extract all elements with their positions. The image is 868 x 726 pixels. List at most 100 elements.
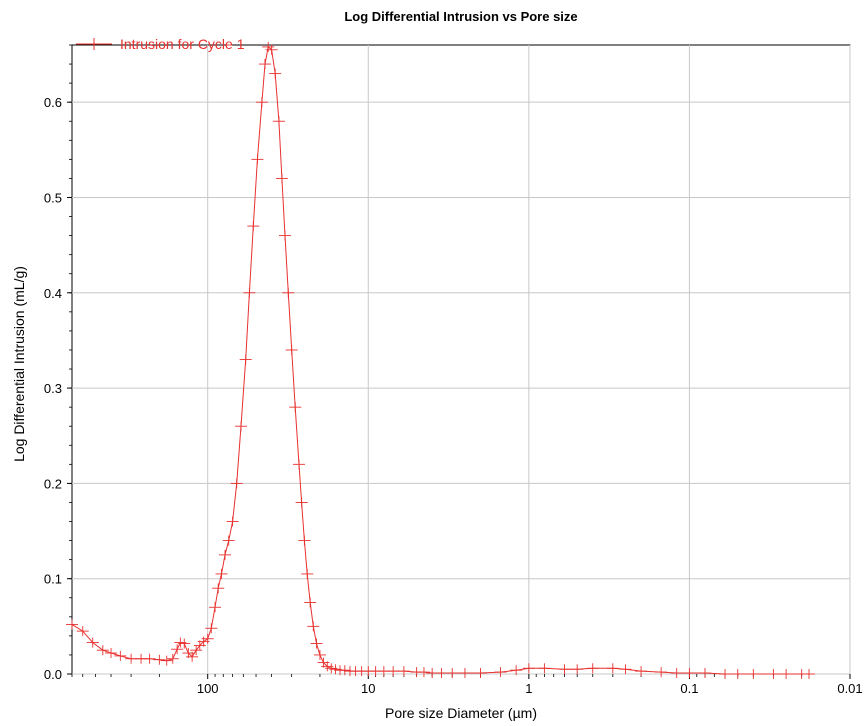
y-tick-label: 0.3 — [44, 381, 62, 396]
x-axis-label: Pore size Diameter (µm) — [385, 705, 537, 721]
data-point-marker — [153, 654, 166, 665]
data-point-marker — [510, 665, 523, 676]
data-point-marker — [285, 344, 298, 355]
data-point-marker — [747, 669, 760, 679]
data-point-marker — [96, 645, 109, 656]
data-point-marker — [417, 667, 430, 678]
data-point-marker — [201, 633, 214, 644]
data-point-marker — [698, 668, 711, 679]
data-point-marker — [538, 663, 551, 674]
data-point-marker — [619, 664, 632, 675]
data-point-marker — [446, 668, 459, 679]
data-point-marker — [114, 650, 127, 661]
grid — [72, 45, 851, 675]
series-line-group — [71, 45, 809, 675]
y-tick-label: 0.1 — [44, 572, 62, 587]
data-point-marker — [143, 653, 156, 664]
data-point-marker — [295, 497, 308, 508]
data-point-marker — [586, 663, 599, 674]
x-tick-label: 0.1 — [680, 681, 698, 696]
data-point-marker — [105, 648, 118, 659]
series-markers — [66, 41, 816, 679]
data-point-marker — [279, 230, 292, 241]
y-tick-label: 0.4 — [44, 286, 62, 301]
data-point-marker — [719, 669, 732, 679]
y-axis-label: Log Differential Intrusion (mL/g) — [11, 266, 27, 462]
chart-title: Log Differential Intrusion vs Pore size — [344, 9, 577, 24]
data-point-marker — [226, 516, 239, 527]
data-point-marker — [558, 664, 571, 675]
data-point-marker — [222, 535, 235, 546]
data-point-marker — [275, 173, 288, 184]
data-point-marker — [474, 668, 487, 679]
data-point-marker — [571, 664, 584, 675]
data-point-marker — [670, 668, 683, 679]
data-point-marker — [219, 549, 232, 560]
data-point-marker — [606, 663, 619, 674]
data-point-marker — [329, 664, 342, 675]
y-axis-ticks: 0.0 0.1 0.2 0.3 0.4 0.5 0.6 — [44, 95, 72, 682]
data-point-marker — [767, 669, 780, 679]
data-point-marker — [289, 402, 302, 413]
data-point-marker — [269, 68, 282, 79]
data-point-marker — [301, 568, 314, 579]
data-point-marker — [66, 619, 78, 630]
y-tick-label: 0.6 — [44, 95, 62, 110]
data-point-marker — [293, 459, 306, 470]
data-point-marker — [212, 583, 225, 594]
data-point-marker — [272, 116, 285, 127]
data-point-marker — [655, 667, 668, 678]
data-point-marker — [298, 535, 311, 546]
data-point-marker — [76, 626, 89, 637]
data-point-marker — [255, 97, 268, 108]
data-point-marker — [239, 354, 252, 365]
x-tick-label: 0.01 — [837, 681, 862, 696]
data-point-marker — [178, 638, 191, 649]
data-point-marker — [803, 669, 816, 679]
data-point-marker — [258, 59, 271, 70]
y-tick-label: 0.2 — [44, 476, 62, 491]
data-point-marker — [230, 478, 243, 489]
data-point-marker — [186, 651, 199, 662]
data-point-marker — [171, 644, 184, 655]
plot-frame — [71, 44, 851, 675]
y-tick-label: 0.0 — [44, 667, 62, 682]
data-point-marker — [215, 568, 228, 579]
data-point-marker — [251, 154, 264, 165]
data-point-marker — [265, 44, 278, 55]
x-tick-label: 10 — [361, 681, 375, 696]
data-point-marker — [397, 666, 410, 677]
data-point-marker — [635, 666, 648, 677]
x-tick-label: 100 — [197, 681, 219, 696]
data-point-marker — [235, 421, 248, 432]
data-point-marker — [494, 667, 507, 678]
data-point-marker — [387, 666, 400, 677]
legend: Intrusion for Cycle 1 — [76, 36, 245, 52]
data-point-marker — [160, 655, 173, 666]
series-line — [71, 45, 809, 675]
data-point-marker — [310, 638, 323, 649]
data-point-marker — [780, 669, 793, 679]
y-tick-label: 0.5 — [44, 190, 62, 205]
data-point-marker — [435, 668, 448, 679]
data-point-marker — [243, 287, 256, 298]
data-point-marker — [304, 597, 317, 608]
data-point-marker — [209, 602, 222, 613]
x-axis-ticks: 100 10 1 0.1 0.01 — [197, 674, 863, 696]
data-point-marker — [166, 653, 179, 664]
data-point-marker — [458, 668, 471, 679]
data-point-marker — [262, 41, 275, 52]
x-tick-label: 1 — [525, 681, 532, 696]
data-point-marker — [307, 621, 320, 632]
data-point-marker — [282, 287, 295, 298]
data-point-marker — [522, 663, 535, 674]
data-point-marker — [731, 669, 744, 679]
minor-ticks — [69, 44, 803, 677]
data-point-marker — [683, 668, 696, 679]
data-point-marker — [313, 649, 326, 660]
data-point-marker — [338, 665, 351, 676]
data-point-marker — [247, 221, 260, 232]
data-point-marker — [86, 637, 99, 648]
legend-label: Intrusion for Cycle 1 — [120, 36, 245, 52]
